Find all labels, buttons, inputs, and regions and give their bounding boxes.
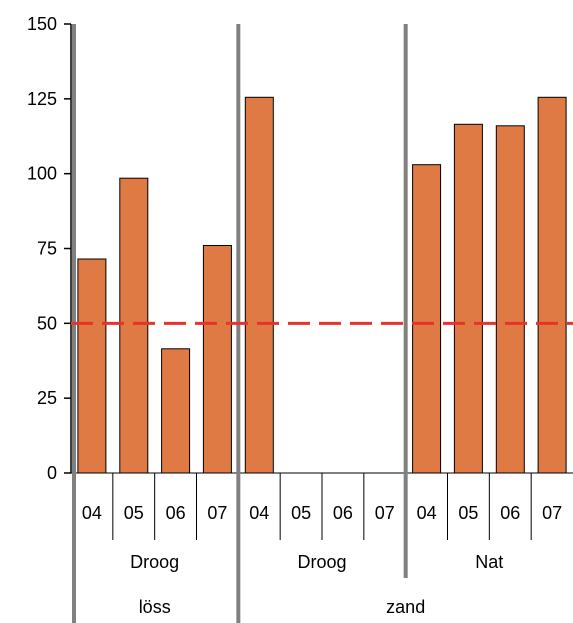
x-tick-label: 04 [249, 503, 269, 523]
bar [412, 164, 442, 474]
x-tick-label: 05 [291, 503, 311, 523]
y-axis: 0 25 50 75 100 125 150 [27, 14, 72, 483]
y-tick-label: 50 [37, 313, 57, 333]
group-label: zand [386, 597, 425, 617]
bar [244, 96, 274, 474]
y-tick-label: 0 [47, 463, 57, 483]
group-label: Droog [297, 552, 346, 572]
x-tick-label: 05 [458, 503, 478, 523]
x-tick-label: 07 [375, 503, 395, 523]
bar [537, 96, 567, 474]
x-tick-label: 04 [82, 503, 102, 523]
x-tick-label: 05 [124, 503, 144, 523]
bar [495, 125, 525, 474]
group-label: Nat [475, 552, 503, 572]
bar [453, 123, 483, 474]
x-tick-label: 06 [500, 503, 520, 523]
bars-layer [77, 96, 567, 474]
x-tick-label: 07 [207, 503, 227, 523]
y-tick-label: 25 [37, 388, 57, 408]
x-tick-label: 07 [542, 503, 562, 523]
y-tick-label: 150 [27, 14, 57, 34]
bar [161, 348, 191, 474]
x-tick-label: 04 [417, 503, 437, 523]
group-label: löss [139, 597, 171, 617]
y-tick-label: 75 [37, 239, 57, 259]
bar [202, 245, 232, 474]
bar [77, 258, 107, 474]
x-tick-label: 06 [166, 503, 186, 523]
y-tick-label: 125 [27, 89, 57, 109]
x-tick-label: 06 [333, 503, 353, 523]
group-label: Droog [130, 552, 179, 572]
y-tick-label: 100 [27, 164, 57, 184]
bar [119, 177, 149, 474]
